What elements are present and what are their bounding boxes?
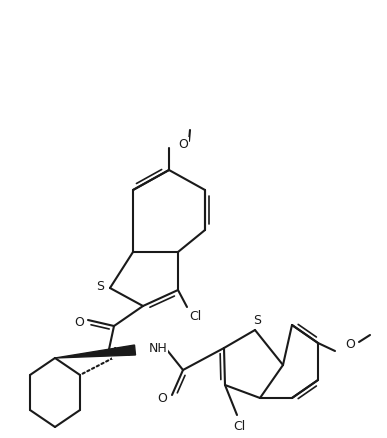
Text: NH: NH xyxy=(113,346,131,358)
Text: S: S xyxy=(253,314,261,326)
Text: NH: NH xyxy=(149,342,167,354)
Polygon shape xyxy=(55,345,135,358)
Text: O: O xyxy=(178,138,188,151)
Text: S: S xyxy=(96,279,104,293)
Text: Cl: Cl xyxy=(189,310,201,322)
Text: O: O xyxy=(157,392,167,406)
Text: O: O xyxy=(345,338,355,350)
Text: O: O xyxy=(74,315,84,328)
Text: Cl: Cl xyxy=(233,420,245,434)
